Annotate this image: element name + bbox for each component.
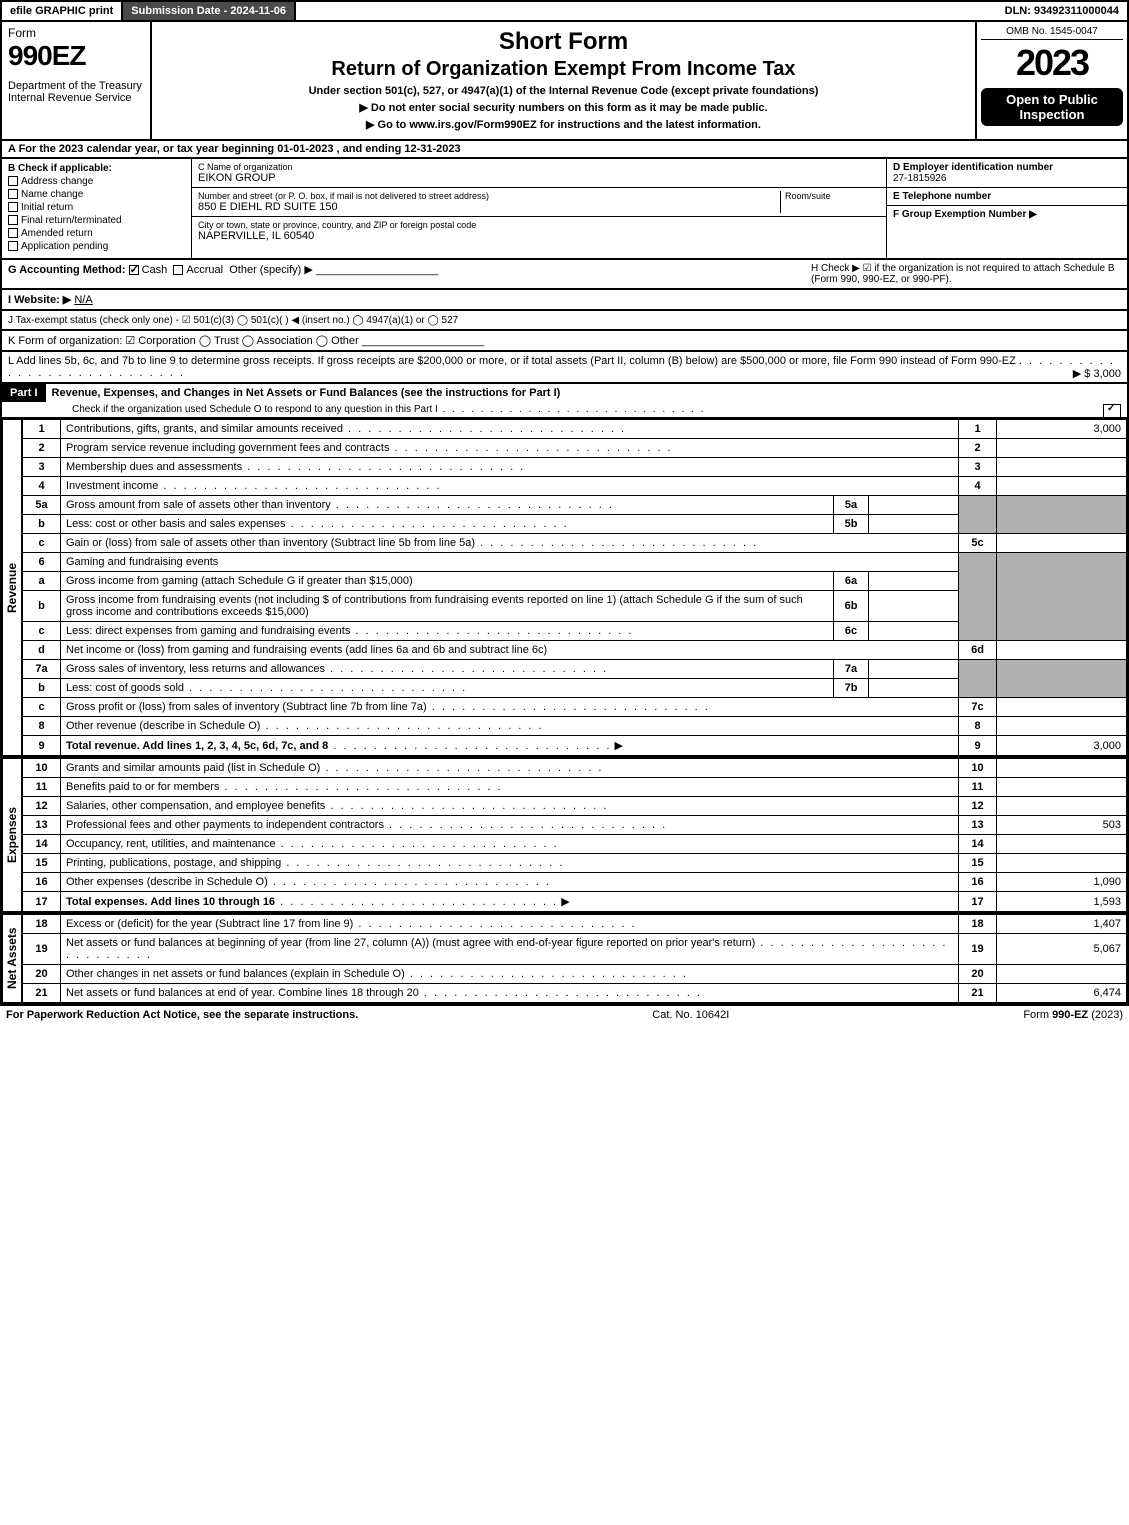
section-j: J Tax-exempt status (check only one) - ☑… (0, 311, 1129, 331)
page-footer: For Paperwork Reduction Act Notice, see … (0, 1005, 1129, 1024)
schedule-o-check[interactable] (1103, 404, 1121, 418)
line-2: 2Program service revenue including gover… (23, 439, 1127, 458)
line-12: 12Salaries, other compensation, and empl… (23, 797, 1127, 816)
title-short-form: Short Form (160, 28, 967, 56)
section-b: B Check if applicable: Address change Na… (2, 159, 192, 258)
footer-center: Cat. No. 10642I (652, 1009, 729, 1021)
line-16: 16Other expenses (describe in Schedule O… (23, 873, 1127, 892)
side-label-expenses: Expenses (2, 758, 22, 912)
dept-treasury: Department of the Treasury (8, 80, 144, 92)
room-label: Room/suite (785, 191, 880, 201)
submission-date: Submission Date - 2024-11-06 (123, 2, 296, 20)
line-6: 6Gaming and fundraising events (23, 553, 1127, 572)
row-a-tax-year: A For the 2023 calendar year, or tax yea… (0, 141, 1129, 159)
omb-number: OMB No. 1545-0047 (981, 26, 1123, 40)
section-def: D Employer identification number 27-1815… (887, 159, 1127, 258)
expenses-section: Expenses 10Grants and similar amounts pa… (0, 758, 1129, 914)
note-link: ▶ Go to www.irs.gov/Form990EZ for instru… (160, 118, 967, 131)
ein-label: D Employer identification number (893, 162, 1053, 173)
line-6d: dNet income or (loss) from gaming and fu… (23, 641, 1127, 660)
gross-receipts: ▶ $ 3,000 (1073, 367, 1121, 380)
form-number: 990EZ (8, 40, 144, 72)
line-19: 19Net assets or fund balances at beginni… (23, 934, 1127, 965)
section-g: G Accounting Method: Cash Accrual Other … (8, 263, 791, 285)
check-initial-return[interactable]: Initial return (8, 202, 185, 213)
line-14: 14Occupancy, rent, utilities, and mainte… (23, 835, 1127, 854)
subtitle: Under section 501(c), 527, or 4947(a)(1)… (160, 85, 967, 97)
footer-left: For Paperwork Reduction Act Notice, see … (6, 1009, 358, 1021)
tel-label: E Telephone number (893, 191, 991, 202)
line-7c: cGross profit or (loss) from sales of in… (23, 698, 1127, 717)
tax-year: 2023 (981, 42, 1123, 84)
open-public-badge: Open to Public Inspection (981, 88, 1123, 126)
section-gh: G Accounting Method: Cash Accrual Other … (0, 260, 1129, 290)
info-grid: B Check if applicable: Address change Na… (0, 159, 1129, 260)
ein-value: 27-1815926 (893, 173, 946, 184)
section-i: I Website: ▶ N/A (0, 290, 1129, 311)
group-exemption-label: F Group Exemption Number ▶ (893, 209, 1037, 220)
revenue-section: Revenue 1Contributions, gifts, grants, a… (0, 419, 1129, 758)
header-left: Form 990EZ Department of the Treasury In… (2, 22, 152, 139)
addr-label: Number and street (or P. O. box, if mail… (198, 191, 780, 201)
irs-label: Internal Revenue Service (8, 92, 144, 104)
line-5c: cGain or (loss) from sale of assets othe… (23, 534, 1127, 553)
city-label: City or town, state or province, country… (198, 220, 880, 230)
org-city: NAPERVILLE, IL 60540 (198, 230, 880, 242)
side-label-revenue: Revenue (2, 419, 22, 756)
line-15: 15Printing, publications, postage, and s… (23, 854, 1127, 873)
check-address-change[interactable]: Address change (8, 176, 185, 187)
note-ssn: ▶ Do not enter social security numbers o… (160, 101, 967, 114)
side-label-netassets: Net Assets (2, 914, 22, 1003)
check-amended-return[interactable]: Amended return (8, 228, 185, 239)
header-center: Short Form Return of Organization Exempt… (152, 22, 977, 139)
line-1: 1Contributions, gifts, grants, and simil… (23, 420, 1127, 439)
line-10: 10Grants and similar amounts paid (list … (23, 759, 1127, 778)
line-5a: 5aGross amount from sale of assets other… (23, 496, 1127, 515)
check-cash[interactable] (129, 265, 139, 275)
line-17: 17Total expenses. Add lines 10 through 1… (23, 892, 1127, 912)
check-application-pending[interactable]: Application pending (8, 241, 185, 252)
header-right: OMB No. 1545-0047 2023 Open to Public In… (977, 22, 1127, 139)
line-8: 8Other revenue (describe in Schedule O)8 (23, 717, 1127, 736)
footer-right: Form 990-EZ (2023) (1023, 1009, 1123, 1021)
line-3: 3Membership dues and assessments3 (23, 458, 1127, 477)
line-18: 18Excess or (deficit) for the year (Subt… (23, 915, 1127, 934)
check-final-return[interactable]: Final return/terminated (8, 215, 185, 226)
top-bar: efile GRAPHIC print Submission Date - 20… (0, 0, 1129, 22)
org-name: EIKON GROUP (198, 172, 880, 184)
form-label: Form (8, 26, 144, 40)
efile-label: efile GRAPHIC print (2, 2, 123, 20)
check-name-change[interactable]: Name change (8, 189, 185, 200)
title-return: Return of Organization Exempt From Incom… (160, 58, 967, 81)
part1-header-row: Part I Revenue, Expenses, and Changes in… (0, 384, 1129, 419)
line-7a: 7aGross sales of inventory, less returns… (23, 660, 1127, 679)
netassets-section: Net Assets 18Excess or (deficit) for the… (0, 914, 1129, 1005)
form-header: Form 990EZ Department of the Treasury In… (0, 22, 1129, 141)
section-l: L Add lines 5b, 6c, and 7b to line 9 to … (0, 352, 1129, 384)
line-9: 9Total revenue. Add lines 1, 2, 3, 4, 5c… (23, 736, 1127, 756)
line-21: 21Net assets or fund balances at end of … (23, 984, 1127, 1003)
section-b-label: B Check if applicable: (8, 163, 112, 174)
line-4: 4Investment income4 (23, 477, 1127, 496)
line-13: 13Professional fees and other payments t… (23, 816, 1127, 835)
check-accrual[interactable] (173, 265, 183, 275)
part1-badge: Part I (2, 384, 46, 402)
website-value: N/A (74, 294, 92, 306)
section-k: K Form of organization: ☑ Corporation ◯ … (0, 331, 1129, 352)
org-address: 850 E DIEHL RD SUITE 150 (198, 201, 780, 213)
netassets-table: 18Excess or (deficit) for the year (Subt… (22, 914, 1127, 1003)
line-11: 11Benefits paid to or for members11 (23, 778, 1127, 797)
part1-title: Revenue, Expenses, and Changes in Net As… (46, 384, 1127, 402)
expenses-table: 10Grants and similar amounts paid (list … (22, 758, 1127, 912)
org-name-label: C Name of organization (198, 162, 880, 172)
part1-check-note: Check if the organization used Schedule … (2, 402, 1127, 417)
line-20: 20Other changes in net assets or fund ba… (23, 965, 1127, 984)
section-c: C Name of organization EIKON GROUP Numbe… (192, 159, 887, 258)
revenue-table: 1Contributions, gifts, grants, and simil… (22, 419, 1127, 756)
section-h: H Check ▶ ☑ if the organization is not r… (811, 263, 1121, 285)
dln: DLN: 93492311000044 (997, 2, 1127, 20)
